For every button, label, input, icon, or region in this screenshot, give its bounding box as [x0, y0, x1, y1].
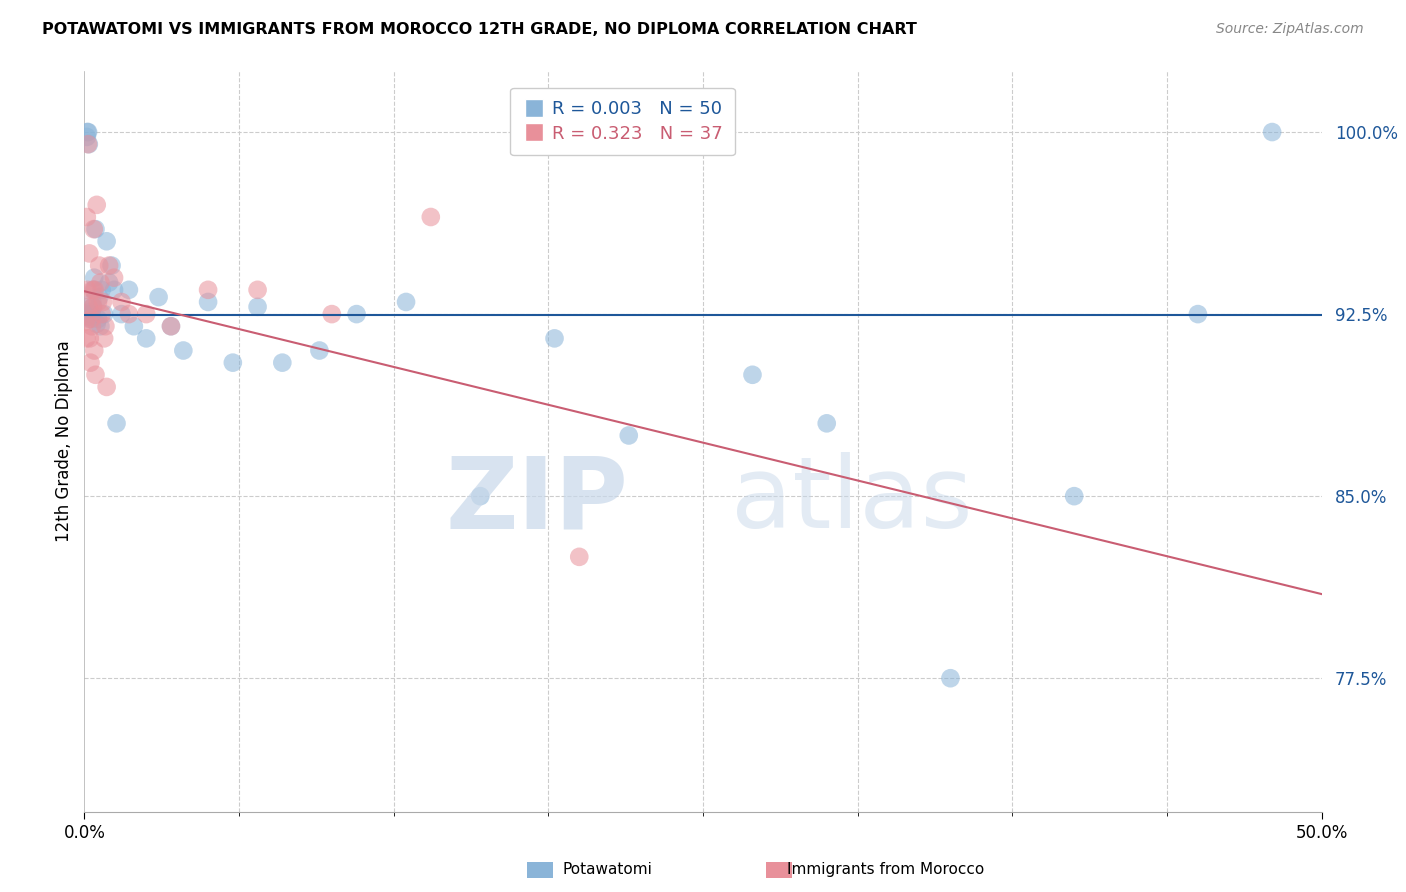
- Point: [543, 331, 565, 345]
- Point: [75, 310, 97, 324]
- Point: [86, 198, 108, 212]
- Point: [79, 246, 101, 260]
- Text: Potawatomi: Potawatomi: [562, 863, 652, 877]
- Point: [96, 234, 118, 248]
- Point: [1187, 307, 1209, 321]
- Point: [83, 283, 105, 297]
- Point: [84, 222, 107, 236]
- Point: [118, 307, 141, 321]
- Point: [89, 259, 111, 273]
- Point: [82, 295, 104, 310]
- Point: [271, 356, 294, 370]
- Point: [815, 417, 838, 431]
- Point: [89, 290, 111, 304]
- Point: [76, 129, 98, 144]
- Point: [90, 307, 112, 321]
- Point: [100, 259, 122, 273]
- Point: [87, 312, 110, 326]
- Point: [75, 314, 97, 328]
- Point: [246, 283, 269, 297]
- Point: [321, 307, 343, 321]
- Point: [89, 319, 111, 334]
- Point: [98, 276, 121, 290]
- Point: [76, 210, 98, 224]
- Point: [79, 312, 101, 326]
- Point: [82, 300, 104, 314]
- Point: [93, 331, 115, 345]
- Point: [308, 343, 330, 358]
- Point: [79, 310, 101, 324]
- Y-axis label: 12th Grade, No Diploma: 12th Grade, No Diploma: [55, 341, 73, 542]
- Point: [87, 295, 110, 310]
- Point: [76, 125, 98, 139]
- Text: POTAWATOMI VS IMMIGRANTS FROM MOROCCO 12TH GRADE, NO DIPLOMA CORRELATION CHART: POTAWATOMI VS IMMIGRANTS FROM MOROCCO 12…: [42, 22, 917, 37]
- Point: [148, 290, 170, 304]
- Point: [103, 270, 125, 285]
- Point: [93, 307, 115, 321]
- Point: [135, 331, 157, 345]
- Point: [118, 283, 141, 297]
- Point: [346, 307, 368, 321]
- Point: [197, 295, 219, 310]
- Point: [110, 295, 132, 310]
- Point: [77, 300, 100, 314]
- Point: [172, 343, 194, 358]
- Point: [83, 343, 105, 358]
- Point: [96, 380, 118, 394]
- Point: [77, 137, 100, 152]
- Point: [84, 368, 107, 382]
- Point: [110, 307, 132, 321]
- Text: atlas: atlas: [731, 452, 973, 549]
- Point: [1261, 125, 1284, 139]
- Point: [82, 283, 104, 297]
- Point: [568, 549, 591, 564]
- Point: [419, 210, 441, 224]
- Point: [246, 300, 269, 314]
- Point: [82, 300, 104, 314]
- Point: [90, 283, 112, 297]
- Point: [83, 222, 105, 236]
- Text: Immigrants from Morocco: Immigrants from Morocco: [787, 863, 984, 877]
- Point: [135, 307, 157, 321]
- Point: [1063, 489, 1085, 503]
- Point: [75, 307, 97, 321]
- Point: [105, 417, 128, 431]
- Point: [470, 489, 492, 503]
- Point: [103, 283, 125, 297]
- Point: [197, 283, 219, 297]
- Point: [122, 319, 145, 334]
- Point: [83, 283, 105, 297]
- Point: [160, 319, 183, 334]
- Point: [79, 331, 101, 345]
- Point: [79, 356, 101, 370]
- Point: [80, 307, 103, 321]
- Point: [395, 295, 418, 310]
- Point: [76, 283, 98, 297]
- Point: [91, 295, 114, 310]
- Point: [98, 259, 121, 273]
- Point: [83, 270, 105, 285]
- Point: [80, 307, 103, 321]
- Point: [94, 319, 117, 334]
- Point: [939, 671, 962, 685]
- Point: [617, 428, 640, 442]
- Point: [80, 312, 103, 326]
- Text: Source: ZipAtlas.com: Source: ZipAtlas.com: [1216, 22, 1364, 37]
- Text: ZIP: ZIP: [446, 452, 628, 549]
- Point: [86, 317, 108, 331]
- Point: [77, 125, 100, 139]
- Point: [160, 319, 183, 334]
- Point: [79, 304, 101, 318]
- Point: [222, 356, 245, 370]
- Point: [89, 276, 111, 290]
- Point: [77, 137, 100, 152]
- Point: [741, 368, 763, 382]
- Legend: R = 0.003   N = 50, R = 0.323   N = 37: R = 0.003 N = 50, R = 0.323 N = 37: [510, 87, 735, 155]
- Point: [80, 319, 103, 334]
- Point: [75, 331, 97, 345]
